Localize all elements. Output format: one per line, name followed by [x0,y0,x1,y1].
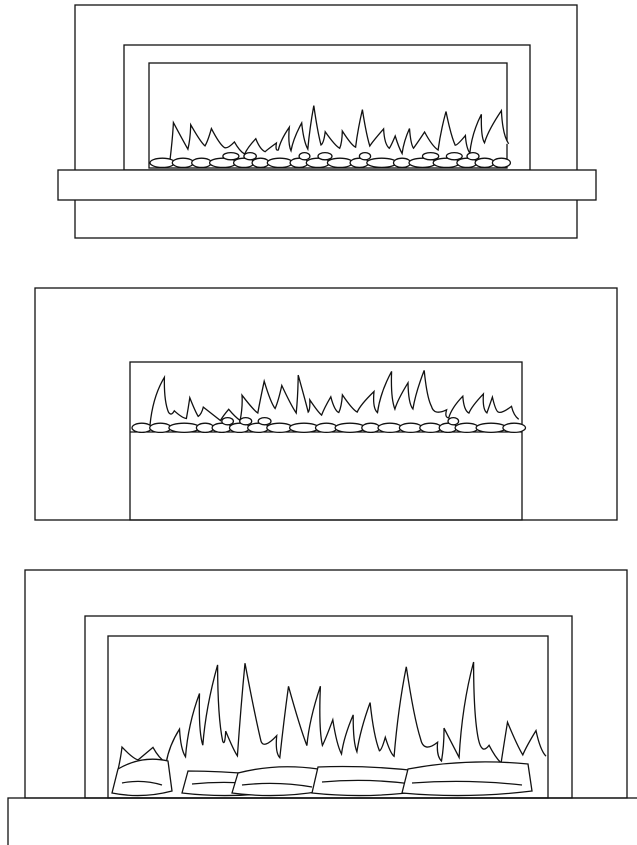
pebble [454,422,480,434]
fireplace-2 [34,287,618,521]
log [401,761,533,797]
log-grain [121,780,163,786]
pebble [195,422,215,434]
pebble [474,157,495,169]
pebble [366,157,398,169]
pebble [257,416,272,426]
pebble [168,422,201,434]
pebble [243,151,257,161]
pebble [447,416,460,426]
flames [169,105,510,161]
pebble [266,157,294,169]
log-grain [241,782,313,788]
pebble [392,157,412,169]
pebble [358,151,372,161]
pebble [222,151,240,161]
pebble [475,422,507,434]
flames [117,661,547,771]
pebble [266,422,293,434]
log-grain [411,780,523,786]
pebble [421,151,440,161]
fireplace-1 [57,4,597,239]
pebble [221,416,235,426]
pebble [171,157,195,169]
pebble [502,422,527,434]
pebble [191,157,213,169]
fireplace-3 [7,569,637,845]
opening [148,62,508,169]
pebble [377,422,403,434]
log-grain [321,779,413,785]
pebble [131,422,153,434]
mantel-shelf [57,169,597,201]
pebble [445,151,463,161]
pebble [251,157,270,169]
surround [74,4,578,239]
pebble [326,157,354,169]
hearth [7,797,637,845]
pebble [149,422,172,434]
surround [24,569,628,799]
opening [129,361,523,521]
pebble [317,151,333,161]
pebble [314,422,338,434]
pebble [398,422,423,434]
flames [149,370,520,426]
pebble [361,422,381,434]
log [231,766,323,797]
pebble [149,157,176,169]
log [111,758,173,797]
pebble [466,151,480,161]
pebble [419,422,443,434]
surround [34,287,618,521]
pebble [334,422,366,434]
pebble [491,157,512,169]
pebble [298,151,311,161]
pebble [239,416,253,426]
pebble [288,422,320,434]
